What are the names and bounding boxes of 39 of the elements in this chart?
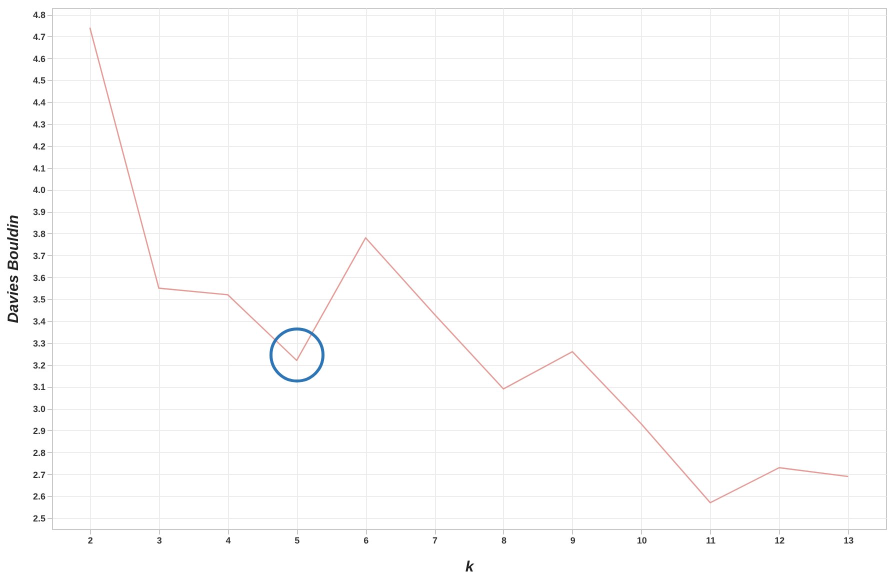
x-axis-title: k xyxy=(465,558,474,576)
x-tick-label: 10 xyxy=(636,536,647,546)
y-tick-label: 4.0 xyxy=(32,185,46,196)
x-tick-label: 5 xyxy=(294,536,300,546)
x-tick-label: 8 xyxy=(501,536,506,546)
x-tick-label: 4 xyxy=(226,536,231,546)
line-series xyxy=(89,27,849,504)
y-tick-label: 3.2 xyxy=(32,360,46,370)
y-tick-label: 2.9 xyxy=(32,426,46,436)
y-tick-label: 4.4 xyxy=(32,98,46,108)
y-tick-label: 3.0 xyxy=(32,404,46,414)
y-tick-label: 3.4 xyxy=(32,316,46,327)
x-tick-label: 2 xyxy=(88,536,93,546)
y-tick-label: 3.5 xyxy=(32,294,46,305)
x-tick-label: 11 xyxy=(706,536,716,546)
x-tick-label: 6 xyxy=(364,536,369,546)
x-tick-label: 12 xyxy=(774,536,785,546)
y-tick-label: 2.6 xyxy=(32,492,46,502)
x-tick-label: 7 xyxy=(432,536,438,546)
y-tick-label: 4.5 xyxy=(32,76,46,86)
y-tick-label: 3.7 xyxy=(32,250,46,261)
y-tick-label: 3.9 xyxy=(32,207,46,218)
y-tick-label: 2.7 xyxy=(32,470,46,480)
y-tick-label: 4.2 xyxy=(32,141,46,152)
y-tick-label: 4.6 xyxy=(32,54,46,64)
y-tick-label: 3.8 xyxy=(32,228,46,239)
y-tick-label: 4.8 xyxy=(32,10,46,20)
y-axis-title: Davies Bouldin xyxy=(4,214,22,324)
y-tick-label: 3.3 xyxy=(32,338,46,348)
x-tick-label: 9 xyxy=(570,536,576,546)
y-tick-label: 3.1 xyxy=(32,382,46,392)
y-tick-label: 2.8 xyxy=(32,448,46,458)
x-tick-label: 3 xyxy=(156,536,162,546)
y-tick-label: 4.3 xyxy=(32,120,46,130)
y-tick-label: 4.1 xyxy=(32,163,46,174)
y-tick-label: 3.6 xyxy=(32,272,46,283)
y-tick-label: 2.5 xyxy=(32,514,46,524)
x-tick-label: 13 xyxy=(844,536,854,546)
y-tick-label: 4.7 xyxy=(32,32,46,42)
